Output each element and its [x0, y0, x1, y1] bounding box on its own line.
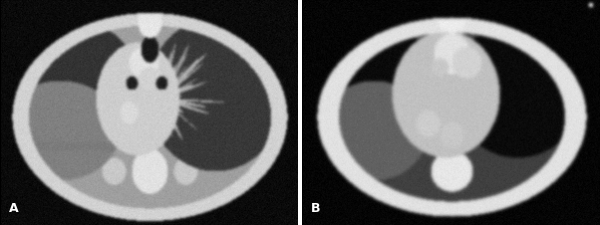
Text: B: B	[311, 201, 320, 214]
Text: A: A	[9, 201, 19, 214]
